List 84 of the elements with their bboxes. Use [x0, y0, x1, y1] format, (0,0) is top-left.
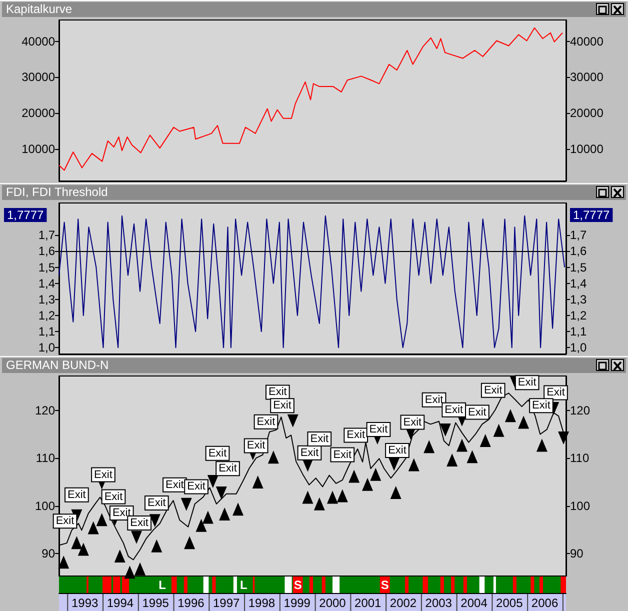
- y-tick-label: 20000: [22, 106, 56, 120]
- text: S: [380, 578, 389, 592]
- x-tick-label: 1999: [284, 596, 311, 610]
- annotation: Exit: [187, 480, 206, 493]
- y2-tick-label: 1,1: [570, 324, 588, 339]
- annotation: Exit: [532, 400, 550, 412]
- y2-tick-label: 40000: [570, 34, 604, 48]
- annotation: Exit: [104, 490, 123, 503]
- annotation: Exit: [112, 506, 131, 519]
- y-tick-label: 100: [34, 498, 56, 513]
- y2-tick-label: 20000: [570, 106, 604, 120]
- y-tick-label: 120: [34, 403, 56, 418]
- x-tick-label: 1997: [212, 596, 240, 610]
- x-tick-label: 2000: [319, 596, 346, 610]
- x-tick-label: 2006: [531, 596, 558, 610]
- annotation: Exit: [310, 433, 329, 446]
- annotation: Exit: [68, 488, 86, 501]
- annotation: Exit: [369, 423, 388, 436]
- y-tick-label: 1,4: [38, 276, 56, 290]
- y2-tick-label: 1,5: [570, 260, 588, 274]
- y-tick-label: 1,0: [38, 340, 56, 355]
- annotation: Exit: [300, 446, 319, 459]
- chart-title: FDI, FDI Threshold: [2, 185, 626, 200]
- text: L: [158, 578, 166, 592]
- y2-tick-label: 30000: [570, 70, 604, 84]
- text: 1,7777: [7, 208, 44, 222]
- y-tick-label: 1,5: [38, 260, 56, 274]
- text: S: [294, 578, 302, 592]
- annotation: Exit: [484, 384, 502, 396]
- chart-title: Kapitalkurve: [2, 2, 626, 17]
- y2-tick-label: 90: [570, 546, 584, 561]
- annotation: Exit: [166, 478, 184, 491]
- x-tick-label: 2005: [496, 596, 524, 610]
- x-tick-label: 1998: [248, 596, 276, 610]
- x-tick-label: 2004: [460, 596, 488, 610]
- text: L: [240, 578, 248, 592]
- x-tick-label: 1996: [178, 596, 205, 610]
- y-tick-label: 30000: [22, 70, 56, 84]
- y2-tick-label: 110: [570, 451, 590, 466]
- y2-tick-label: 100: [570, 498, 590, 513]
- y-tick-label: 1,2: [38, 308, 56, 322]
- annotation: Exit: [403, 416, 422, 428]
- y-tick-label: 1,1: [38, 324, 56, 339]
- x-tick-label: 1993: [71, 596, 98, 610]
- y-tick-label: 110: [36, 451, 56, 466]
- annotation: Exit: [147, 496, 166, 509]
- annotation: Exit: [56, 515, 74, 528]
- x-tick-label: 2001: [354, 596, 382, 610]
- y-tick-label: 1,6: [38, 244, 56, 258]
- annotation: Exit: [468, 406, 486, 418]
- x-tick-label: 2002: [390, 596, 417, 610]
- y-tick-label: 10000: [22, 142, 56, 156]
- y-tick-label: 1,7: [38, 228, 56, 242]
- annotation: Exit: [130, 517, 148, 530]
- annotation: Exit: [346, 429, 366, 442]
- annotation: Exit: [268, 386, 287, 398]
- annotation: Exit: [424, 394, 444, 406]
- annotation: Exit: [256, 416, 276, 428]
- y2-tick-label: 10000: [570, 142, 604, 156]
- y-tick-label: 90: [42, 546, 56, 561]
- annotation: Exit: [246, 440, 266, 452]
- y2-tick-label: 1,3: [570, 292, 588, 306]
- annotation: Exit: [208, 447, 227, 460]
- annotation: Exit: [388, 444, 406, 456]
- y-tick-label: 40000: [22, 34, 56, 48]
- x-tick-label: 2003: [425, 596, 452, 610]
- y2-tick-label: 1,7: [570, 228, 588, 242]
- annotation: Exit: [333, 448, 352, 461]
- y2-tick-label: 1,4: [570, 276, 588, 290]
- annotation: Exit: [273, 400, 292, 412]
- annotation: Exit: [546, 386, 565, 399]
- annotation: Exit: [518, 376, 536, 389]
- text: 1,7777: [573, 208, 610, 222]
- y2-tick-label: 1,6: [570, 244, 588, 258]
- y-tick-label: 1,3: [38, 292, 56, 306]
- annotation: Exit: [218, 462, 237, 475]
- x-tick-label: 1995: [142, 596, 170, 610]
- x-tick-label: 1994: [106, 596, 134, 610]
- y2-tick-label: 1,2: [570, 308, 588, 322]
- chart-title: GERMAN BUND-N: [2, 358, 626, 373]
- y2-tick-label: 120: [570, 403, 590, 418]
- annotation: Exit: [444, 404, 464, 416]
- annotation: Exit: [94, 468, 112, 481]
- y2-tick-label: 1,0: [570, 340, 588, 355]
